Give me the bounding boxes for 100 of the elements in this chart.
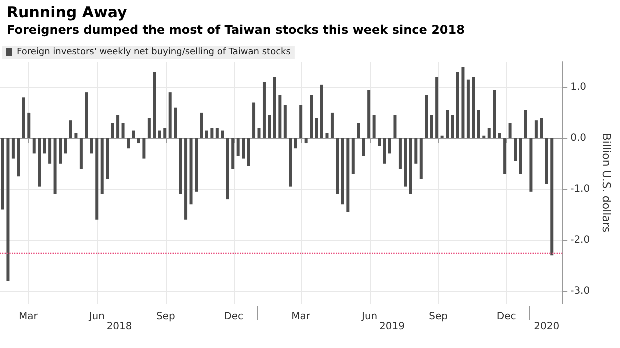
x-tick-label: Sep bbox=[429, 312, 448, 322]
bar bbox=[142, 138, 146, 159]
bar bbox=[80, 138, 83, 169]
bar bbox=[404, 138, 408, 187]
x-tick-label: Mar bbox=[292, 312, 312, 322]
bar bbox=[273, 77, 276, 138]
bar bbox=[200, 112, 204, 138]
bar bbox=[278, 95, 282, 138]
bar bbox=[184, 138, 188, 220]
bar bbox=[96, 138, 99, 220]
bar bbox=[378, 138, 382, 146]
bar bbox=[451, 115, 454, 138]
bar bbox=[420, 138, 423, 180]
y-axis-title: Billion U.S. dollars bbox=[600, 133, 613, 233]
bar bbox=[472, 77, 476, 138]
bar bbox=[43, 138, 46, 154]
bar bbox=[550, 138, 554, 256]
bar bbox=[247, 138, 250, 166]
bar bbox=[6, 138, 10, 282]
x-tick-label: Jun bbox=[88, 312, 105, 322]
bar bbox=[190, 138, 193, 205]
bar bbox=[69, 120, 72, 138]
bar bbox=[111, 123, 114, 138]
chart-subtitle: Foreigners dumped the most of Taiwan stocks this week since 2018 bbox=[7, 23, 465, 37]
x-tick-label: Dec bbox=[224, 312, 244, 322]
bar bbox=[153, 72, 156, 138]
bar bbox=[368, 90, 371, 138]
x2-tick-label: 2018 bbox=[106, 322, 132, 332]
bar bbox=[252, 102, 256, 138]
bar bbox=[524, 110, 528, 138]
x-tick-label: Sep bbox=[156, 312, 176, 322]
bar bbox=[456, 72, 460, 138]
bar bbox=[514, 138, 518, 162]
bar bbox=[504, 138, 507, 174]
bar bbox=[236, 138, 240, 156]
y-tick-label: -2.0 bbox=[570, 234, 590, 246]
bar bbox=[127, 138, 130, 149]
bar bbox=[362, 138, 366, 156]
bar bbox=[106, 138, 110, 180]
bar bbox=[164, 128, 167, 138]
bar bbox=[425, 95, 428, 138]
bar bbox=[100, 138, 104, 194]
bar bbox=[320, 84, 324, 138]
bar bbox=[466, 80, 470, 138]
bar bbox=[394, 115, 397, 138]
bar bbox=[12, 138, 15, 159]
bar bbox=[498, 133, 502, 138]
x-tick-label: Mar bbox=[18, 312, 39, 322]
x-tick-label: Jun bbox=[361, 312, 378, 322]
bar bbox=[315, 118, 318, 138]
bar bbox=[294, 138, 298, 149]
bar bbox=[289, 138, 292, 187]
bar bbox=[414, 138, 418, 164]
bar bbox=[32, 138, 36, 154]
y-tick-label: -3.0 bbox=[570, 286, 590, 297]
bar bbox=[530, 138, 533, 192]
bar bbox=[258, 128, 261, 138]
bar bbox=[462, 67, 465, 138]
bar bbox=[210, 128, 214, 138]
bar bbox=[221, 130, 224, 138]
bar bbox=[232, 138, 235, 169]
bar bbox=[488, 128, 491, 138]
bar bbox=[346, 138, 350, 212]
bar bbox=[440, 136, 444, 138]
y-tick-label: 0.0 bbox=[570, 132, 586, 144]
legend-label: Foreign investors' weekly net buying/selling of Taiwan stocks bbox=[17, 48, 292, 58]
bar bbox=[372, 115, 376, 138]
bar bbox=[137, 138, 140, 144]
x2-tick-label: 2020 bbox=[534, 322, 560, 332]
bar bbox=[179, 138, 182, 194]
chart-title: Running Away bbox=[7, 4, 128, 22]
bar bbox=[59, 138, 62, 164]
bar bbox=[17, 138, 20, 177]
bar bbox=[398, 138, 402, 169]
bar bbox=[482, 136, 486, 138]
bar bbox=[226, 138, 230, 200]
bar bbox=[446, 110, 450, 138]
bar bbox=[268, 115, 272, 138]
bar bbox=[74, 133, 78, 138]
bar bbox=[132, 130, 136, 138]
x2-tick-label: 2019 bbox=[380, 322, 405, 332]
bar bbox=[64, 138, 68, 154]
y-tick-label: -1.0 bbox=[570, 184, 590, 195]
bar bbox=[540, 118, 544, 138]
bar bbox=[534, 120, 538, 138]
bar bbox=[38, 138, 42, 187]
bar bbox=[158, 130, 162, 138]
bar bbox=[341, 138, 344, 205]
bar bbox=[262, 82, 266, 138]
bar bbox=[168, 92, 172, 138]
bar bbox=[54, 138, 57, 194]
bar bbox=[122, 123, 125, 138]
bar bbox=[174, 108, 178, 138]
bar bbox=[493, 90, 496, 138]
y-tick-label: 1.0 bbox=[570, 82, 586, 93]
bar bbox=[352, 138, 355, 174]
bar bbox=[436, 77, 439, 138]
bar bbox=[90, 138, 94, 154]
bar bbox=[304, 138, 308, 144]
bar bbox=[300, 105, 303, 138]
